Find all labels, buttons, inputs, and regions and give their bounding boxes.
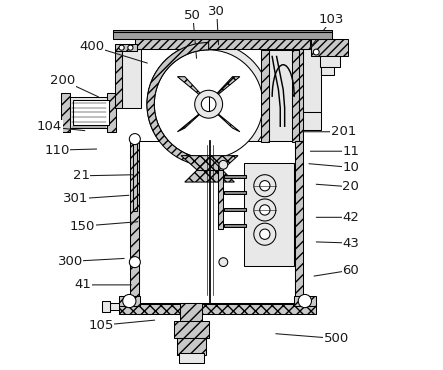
Bar <box>132 137 137 211</box>
Text: 301: 301 <box>62 192 88 205</box>
Circle shape <box>260 181 270 191</box>
Bar <box>303 49 321 112</box>
Bar <box>320 57 340 67</box>
Bar <box>294 296 315 306</box>
Circle shape <box>128 45 133 50</box>
Bar <box>321 67 334 75</box>
Bar <box>268 50 299 142</box>
Bar <box>261 50 268 142</box>
Circle shape <box>119 45 124 50</box>
Text: 400: 400 <box>80 40 105 53</box>
Bar <box>225 175 246 178</box>
Circle shape <box>154 50 263 159</box>
Bar <box>180 303 202 321</box>
Polygon shape <box>178 106 240 132</box>
Bar <box>174 321 209 339</box>
Polygon shape <box>181 156 238 181</box>
Text: 21: 21 <box>73 169 90 182</box>
Bar <box>130 141 139 303</box>
Text: 20: 20 <box>342 180 359 194</box>
Bar <box>311 39 348 57</box>
Bar <box>292 50 299 142</box>
Bar <box>70 97 113 128</box>
Bar <box>303 112 321 130</box>
Text: 201: 201 <box>331 125 356 138</box>
Circle shape <box>254 175 276 197</box>
Circle shape <box>129 257 140 268</box>
Text: 50: 50 <box>184 9 201 22</box>
Bar <box>119 296 140 306</box>
Bar <box>244 163 294 266</box>
Bar <box>225 224 246 227</box>
Bar <box>61 93 70 132</box>
Bar <box>225 191 246 194</box>
Circle shape <box>260 229 270 239</box>
Text: 110: 110 <box>44 144 70 157</box>
Bar <box>113 32 332 39</box>
Bar <box>122 49 141 108</box>
Circle shape <box>129 134 140 145</box>
Text: 43: 43 <box>342 236 359 249</box>
Text: 42: 42 <box>342 211 359 224</box>
Text: 60: 60 <box>342 264 359 277</box>
Bar <box>102 302 110 312</box>
Bar <box>295 141 303 303</box>
Bar <box>177 339 206 355</box>
Bar <box>135 39 310 49</box>
Bar <box>179 353 203 363</box>
Bar <box>139 141 295 303</box>
Circle shape <box>298 295 311 307</box>
Bar <box>299 49 303 141</box>
Text: 150: 150 <box>70 220 95 233</box>
Circle shape <box>219 161 228 169</box>
Bar <box>218 165 223 229</box>
Text: 104: 104 <box>37 121 62 134</box>
Bar <box>115 44 137 51</box>
Text: 11: 11 <box>342 145 359 158</box>
Wedge shape <box>147 43 209 166</box>
Circle shape <box>219 258 228 266</box>
Circle shape <box>254 199 276 221</box>
Bar <box>115 49 122 108</box>
Circle shape <box>147 43 270 166</box>
Text: 30: 30 <box>208 5 225 18</box>
Bar <box>73 100 109 125</box>
Text: 300: 300 <box>58 255 83 268</box>
Circle shape <box>260 205 270 215</box>
Bar <box>119 304 315 314</box>
Bar <box>110 303 119 310</box>
Bar <box>113 30 332 32</box>
Circle shape <box>123 295 136 307</box>
Text: 500: 500 <box>323 332 349 345</box>
Text: 41: 41 <box>74 278 91 292</box>
Text: 105: 105 <box>88 319 114 332</box>
Circle shape <box>254 223 276 245</box>
Circle shape <box>194 90 222 118</box>
Bar <box>225 208 246 211</box>
Circle shape <box>201 97 216 112</box>
Bar <box>107 93 116 132</box>
Polygon shape <box>178 77 240 102</box>
Text: 10: 10 <box>342 161 359 174</box>
Text: 103: 103 <box>319 13 344 26</box>
Circle shape <box>313 49 319 55</box>
Polygon shape <box>185 158 234 182</box>
Text: 200: 200 <box>50 74 75 87</box>
